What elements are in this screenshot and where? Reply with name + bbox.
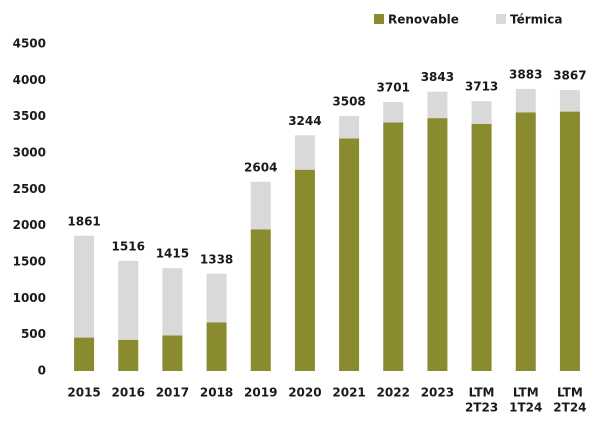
x-tick-label: 2T24 — [553, 401, 586, 415]
y-tick-label: 0 — [38, 364, 46, 378]
legend-swatch — [374, 14, 384, 24]
bar-segment — [294, 169, 315, 371]
bar-segment — [339, 116, 360, 139]
x-tick-label: LTM — [557, 386, 583, 400]
bar-segment — [294, 135, 315, 170]
bar-segment — [74, 235, 95, 338]
total-label: 3508 — [332, 95, 365, 109]
y-tick-label: 1000 — [13, 291, 46, 305]
x-tick-label: 2016 — [112, 386, 145, 400]
x-tick-label: 2019 — [244, 386, 277, 400]
bar-segment — [515, 88, 536, 113]
x-tick-label: 2T23 — [465, 401, 498, 415]
total-label: 3701 — [377, 81, 410, 95]
x-tick-label: 2015 — [67, 386, 100, 400]
total-label: 3867 — [553, 68, 586, 82]
bar-segment — [427, 91, 448, 119]
bar-segment — [162, 335, 183, 371]
total-label: 1861 — [67, 214, 100, 228]
bar-segment — [471, 101, 492, 124]
bar-segment — [118, 260, 139, 340]
bar-segment — [427, 118, 448, 372]
y-tick-label: 3000 — [13, 146, 46, 160]
legend-label: Térmica — [510, 13, 562, 27]
total-label: 3713 — [465, 80, 498, 94]
bar-segment — [383, 122, 404, 371]
total-label: 2604 — [244, 160, 277, 174]
x-tick-label: 2023 — [421, 386, 454, 400]
y-tick-label: 1500 — [13, 255, 46, 269]
total-label: 3843 — [421, 70, 454, 84]
x-tick-label: LTM — [469, 386, 495, 400]
bar-segment — [515, 112, 536, 371]
x-tick-label: 2017 — [156, 386, 189, 400]
bar-segment — [162, 268, 183, 336]
bar-segment — [250, 181, 271, 230]
y-tick-label: 4500 — [13, 37, 46, 51]
total-label: 3244 — [288, 114, 321, 128]
x-tick-label: 2022 — [377, 386, 410, 400]
y-tick-label: 4000 — [13, 73, 46, 87]
x-tick-label: 1T24 — [509, 401, 542, 415]
y-tick-label: 500 — [21, 327, 46, 341]
bar-segment — [559, 89, 580, 112]
bar-segment — [559, 111, 580, 371]
bar-segment — [206, 273, 227, 323]
total-label: 1516 — [112, 239, 145, 253]
x-tick-label: 2020 — [288, 386, 321, 400]
bar-segment — [339, 138, 360, 371]
total-label: 1338 — [200, 252, 233, 266]
y-tick-label: 3500 — [13, 109, 46, 123]
total-label: 1415 — [156, 247, 189, 261]
y-tick-label: 2000 — [13, 218, 46, 232]
bar-segment — [471, 123, 492, 371]
bar-segment — [118, 339, 139, 371]
bar-segment — [74, 337, 95, 371]
x-tick-label: 2018 — [200, 386, 233, 400]
bar-segment — [250, 229, 271, 371]
x-tick-label: 2021 — [332, 386, 365, 400]
legend-label: Renovable — [388, 13, 459, 27]
bar-segment — [383, 102, 404, 123]
total-label: 3883 — [509, 67, 542, 81]
x-tick-label: LTM — [513, 386, 539, 400]
bar-segment — [206, 322, 227, 371]
y-tick-label: 2500 — [13, 182, 46, 196]
legend-swatch — [496, 14, 506, 24]
